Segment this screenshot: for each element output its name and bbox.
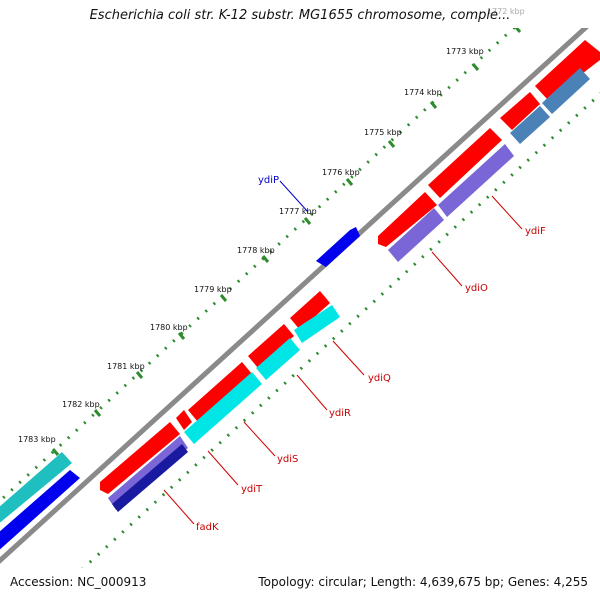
gene-label-ydiS[interactable]: ydiS (277, 454, 298, 465)
cds-ydiQ-2[interactable] (248, 324, 294, 368)
tick-label: 1775 kbp (364, 128, 402, 137)
cds-ydiF-1[interactable] (535, 40, 600, 100)
tick-label: 1780 kbp (150, 323, 188, 332)
cds-ydiQ-1[interactable] (290, 291, 330, 330)
gene-label-ydiF[interactable]: ydiF (525, 226, 546, 237)
gene-ydiR-cyan[interactable] (256, 338, 300, 380)
accession-text: Accession: NC_000913 (10, 575, 147, 589)
cds-ydiT[interactable] (100, 422, 180, 494)
tick-label: 1781 kbp (107, 362, 145, 371)
kbp-ticks (51, 28, 522, 456)
gene-ydiO-purple-1[interactable] (438, 144, 514, 217)
cds-ydiO[interactable] (378, 192, 437, 247)
gene-label-ydiR[interactable]: ydiR (329, 408, 351, 419)
cds-ydiR[interactable] (188, 362, 252, 422)
gene-ydiP[interactable] (316, 227, 360, 267)
cds-ydiF-3[interactable] (428, 128, 502, 198)
tick-labels: 1772 kbp 1773 kbp 1774 kbp 1775 kbp 1776… (18, 7, 525, 444)
cds-ydiF-2[interactable] (500, 92, 540, 130)
topology-text: Topology: circular; Length: 4,639,675 bp… (258, 575, 588, 589)
gene-label-ydiT[interactable]: ydiT (241, 484, 263, 495)
gene-left-blue[interactable] (0, 470, 80, 553)
gene-fadK-navy[interactable] (112, 444, 188, 512)
gene-labels: ydiP ydiF ydiO ydiQ ydiR ydiS ydiT fadK (196, 175, 546, 533)
chromosome-backbone (0, 28, 589, 564)
cds-track (100, 40, 600, 494)
tick-label: 1779 kbp (194, 285, 232, 294)
gene-ydiF-steel-2[interactable] (510, 106, 550, 144)
gene-label-ydiP[interactable]: ydiP (258, 175, 279, 186)
gene-label-ydiO[interactable]: ydiO (465, 283, 488, 294)
gene-label-ydiQ[interactable]: ydiQ (368, 373, 391, 384)
inner-tick-rail (81, 92, 600, 568)
gene-ydiS-cyan[interactable] (184, 372, 262, 444)
gene-ydiF-steel-1[interactable] (542, 68, 590, 114)
gene-label-fadK[interactable]: fadK (196, 522, 219, 533)
map-title: Escherichia coli str. K-12 substr. MG165… (89, 8, 511, 23)
tick-label: 1782 kbp (62, 400, 100, 409)
tick-label: 1776 kbp (322, 168, 360, 177)
gene-ydiO-purple-2[interactable] (388, 208, 444, 262)
cds-ydiS[interactable] (176, 410, 192, 430)
label-leaders (163, 180, 523, 525)
tick-label: 1773 kbp (446, 47, 484, 56)
gene-left-teal[interactable] (0, 452, 72, 526)
tick-label: 1774 kbp (404, 88, 442, 97)
gene-ydiQ-cyan[interactable] (294, 305, 340, 343)
tick-label: 1777 kbp (279, 207, 317, 216)
tick-label: 1783 kbp (18, 435, 56, 444)
tick-label: 1778 kbp (237, 246, 275, 255)
tick-label: 1772 kbp (487, 7, 525, 16)
outer-tick-rail (0, 28, 516, 503)
